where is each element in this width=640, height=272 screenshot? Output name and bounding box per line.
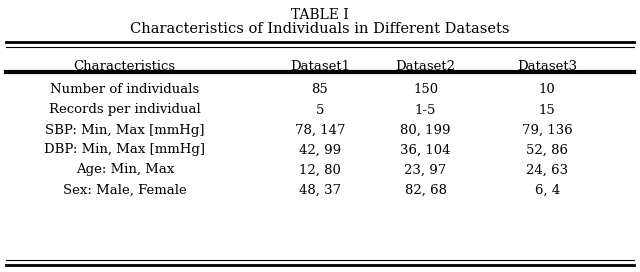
- Text: Dataset3: Dataset3: [517, 60, 577, 73]
- Text: 85: 85: [312, 84, 328, 97]
- Text: 23, 97: 23, 97: [404, 163, 447, 177]
- Text: 10: 10: [539, 84, 556, 97]
- Text: Number of individuals: Number of individuals: [50, 84, 200, 97]
- Text: 52, 86: 52, 86: [526, 144, 568, 156]
- Text: Records per individual: Records per individual: [49, 104, 201, 116]
- Text: 15: 15: [539, 104, 556, 116]
- Text: 80, 199: 80, 199: [401, 123, 451, 137]
- Text: 150: 150: [413, 84, 438, 97]
- Text: DBP: Min, Max [mmHg]: DBP: Min, Max [mmHg]: [44, 144, 205, 156]
- Text: 42, 99: 42, 99: [299, 144, 341, 156]
- Text: 24, 63: 24, 63: [526, 163, 568, 177]
- Text: 5: 5: [316, 104, 324, 116]
- Text: 79, 136: 79, 136: [522, 123, 573, 137]
- Text: 1-5: 1-5: [415, 104, 436, 116]
- Text: Characteristics: Characteristics: [74, 60, 176, 73]
- Text: 12, 80: 12, 80: [299, 163, 341, 177]
- Text: 36, 104: 36, 104: [401, 144, 451, 156]
- Text: 82, 68: 82, 68: [404, 184, 447, 196]
- Text: 48, 37: 48, 37: [299, 184, 341, 196]
- Text: Sex: Male, Female: Sex: Male, Female: [63, 184, 187, 196]
- Text: Characteristics of Individuals in Different Datasets: Characteristics of Individuals in Differ…: [131, 22, 509, 36]
- Text: 6, 4: 6, 4: [534, 184, 560, 196]
- Text: Age: Min, Max: Age: Min, Max: [76, 163, 174, 177]
- Text: Dataset1: Dataset1: [290, 60, 350, 73]
- Text: TABLE I: TABLE I: [291, 8, 349, 22]
- Text: Dataset2: Dataset2: [396, 60, 456, 73]
- Text: 78, 147: 78, 147: [295, 123, 345, 137]
- Text: SBP: Min, Max [mmHg]: SBP: Min, Max [mmHg]: [45, 123, 205, 137]
